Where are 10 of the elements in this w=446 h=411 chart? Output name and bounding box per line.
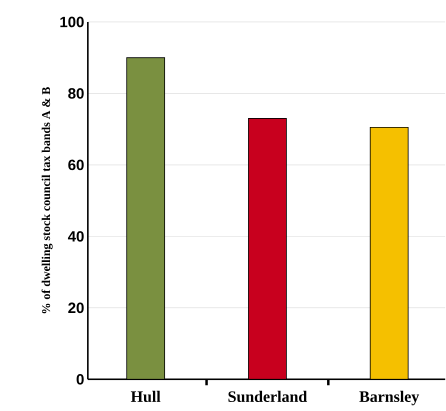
y-tick-label: 0 [76, 374, 84, 384]
y-tick-label: 60 [68, 159, 84, 170]
y-tick-label: 100 [60, 16, 84, 28]
y-tick-label: 20 [68, 302, 84, 313]
y-tick-label: 80 [68, 88, 84, 99]
y-axis-title: % of dwelling stock council tax bands A & B [42, 86, 53, 314]
x-tick-label: Barnsley [359, 390, 420, 406]
y-tick-label: 40 [68, 230, 84, 242]
x-tick-label: Hull [130, 390, 160, 402]
x-tick-label: Sunderland [228, 390, 308, 402]
